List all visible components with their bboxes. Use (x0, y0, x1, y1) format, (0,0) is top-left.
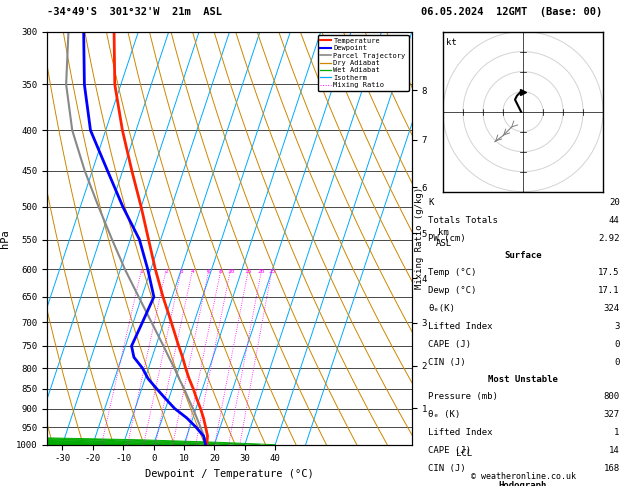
Text: 1: 1 (615, 428, 620, 437)
Text: © weatheronline.co.uk: © weatheronline.co.uk (470, 472, 576, 481)
Text: 3: 3 (615, 322, 620, 331)
Text: 800: 800 (604, 392, 620, 401)
Text: 14: 14 (609, 446, 620, 455)
Text: 17.1: 17.1 (598, 286, 620, 295)
Text: 10: 10 (227, 269, 234, 275)
X-axis label: Dewpoint / Temperature (°C): Dewpoint / Temperature (°C) (145, 469, 314, 479)
Text: 6: 6 (207, 269, 211, 275)
Text: PW (cm): PW (cm) (428, 234, 466, 243)
Text: 44: 44 (609, 216, 620, 225)
Text: K: K (428, 198, 434, 207)
Text: 17.5: 17.5 (598, 268, 620, 277)
Text: LCL: LCL (456, 449, 472, 458)
Text: Pressure (mb): Pressure (mb) (428, 392, 498, 401)
Text: CIN (J): CIN (J) (428, 464, 466, 473)
Text: Dewp (°C): Dewp (°C) (428, 286, 477, 295)
Y-axis label: hPa: hPa (1, 229, 11, 247)
Text: 0: 0 (615, 358, 620, 367)
Text: 0: 0 (615, 340, 620, 349)
Text: 15: 15 (245, 269, 252, 275)
Text: CAPE (J): CAPE (J) (428, 340, 471, 349)
Text: Lifted Index: Lifted Index (428, 428, 493, 437)
Text: 2: 2 (164, 269, 168, 275)
Legend: Temperature, Dewpoint, Parcel Trajectory, Dry Adiabat, Wet Adiabat, Isotherm, Mi: Temperature, Dewpoint, Parcel Trajectory… (318, 35, 408, 91)
Text: θₑ(K): θₑ(K) (428, 304, 455, 313)
Text: 8: 8 (219, 269, 223, 275)
Text: Totals Totals: Totals Totals (428, 216, 498, 225)
Text: Most Unstable: Most Unstable (488, 375, 558, 384)
Text: 20: 20 (609, 198, 620, 207)
Text: Lifted Index: Lifted Index (428, 322, 493, 331)
Text: 2.92: 2.92 (598, 234, 620, 243)
Text: -34°49'S  301°32'W  21m  ASL: -34°49'S 301°32'W 21m ASL (47, 7, 222, 17)
Text: 06.05.2024  12GMT  (Base: 00): 06.05.2024 12GMT (Base: 00) (421, 7, 603, 17)
Text: Hodograph: Hodograph (499, 481, 547, 486)
Text: 3: 3 (179, 269, 183, 275)
Text: Surface: Surface (504, 251, 542, 260)
Text: 20: 20 (258, 269, 265, 275)
Text: 324: 324 (604, 304, 620, 313)
Text: kt: kt (446, 38, 457, 47)
Y-axis label: km
ASL: km ASL (436, 228, 452, 248)
Text: 168: 168 (604, 464, 620, 473)
Text: 327: 327 (604, 410, 620, 419)
Text: Temp (°C): Temp (°C) (428, 268, 477, 277)
Text: CAPE (J): CAPE (J) (428, 446, 471, 455)
Text: θₑ (K): θₑ (K) (428, 410, 460, 419)
Text: CIN (J): CIN (J) (428, 358, 466, 367)
Text: Mixing Ratio (g/kg): Mixing Ratio (g/kg) (415, 187, 424, 289)
Text: 25: 25 (269, 269, 276, 275)
Text: 1: 1 (140, 269, 143, 275)
Text: 4: 4 (191, 269, 194, 275)
